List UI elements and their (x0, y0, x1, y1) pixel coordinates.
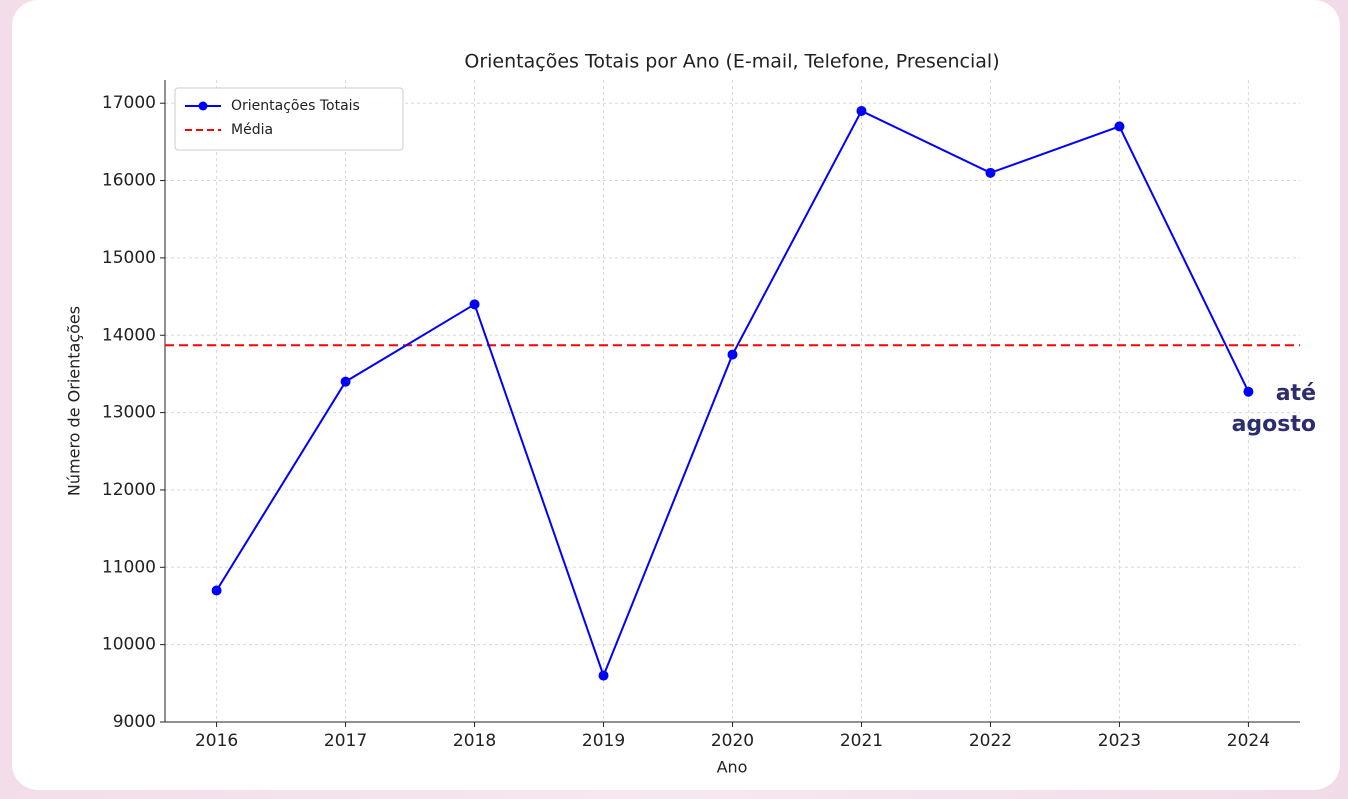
x-tick-label: 2024 (1227, 731, 1270, 751)
data-point (340, 376, 351, 387)
y-axis-label: Número de Orientações (65, 306, 84, 496)
legend-label: Orientações Totais (231, 98, 360, 114)
x-axis-label: Ano (717, 758, 748, 777)
data-point (856, 105, 867, 116)
x-tick-label: 2020 (711, 731, 754, 751)
data-point (469, 299, 480, 310)
data-point (598, 670, 609, 681)
x-tick-label: 2022 (969, 731, 1012, 751)
data-point (985, 167, 996, 178)
data-point (1114, 121, 1125, 132)
legend-box (174, 87, 404, 151)
y-tick-label: 13000 (102, 403, 156, 423)
x-tick-label: 2021 (840, 731, 883, 751)
y-tick-label: 14000 (102, 325, 156, 345)
y-tick-label: 10000 (102, 635, 156, 655)
y-tick-label: 15000 (102, 248, 156, 268)
legend-label: Média (231, 122, 273, 138)
y-tick-label: 9000 (113, 712, 156, 732)
chart-title: Orientações Totais por Ano (E-mail, Tele… (464, 51, 999, 73)
x-tick-label: 2019 (582, 731, 625, 751)
y-tick-label: 17000 (102, 93, 156, 113)
y-tick-label: 16000 (102, 171, 156, 191)
y-tick-label: 12000 (102, 480, 156, 500)
data-point (1243, 386, 1254, 397)
legend-marker (198, 101, 208, 111)
x-tick-label: 2016 (195, 731, 238, 751)
annotation: até agosto (1231, 381, 1316, 437)
y-tick-label: 11000 (102, 557, 156, 577)
data-point (727, 349, 738, 360)
x-tick-label: 2023 (1098, 731, 1141, 751)
x-tick-label: 2018 (453, 731, 496, 751)
x-tick-label: 2017 (324, 731, 367, 751)
data-point (211, 585, 222, 596)
